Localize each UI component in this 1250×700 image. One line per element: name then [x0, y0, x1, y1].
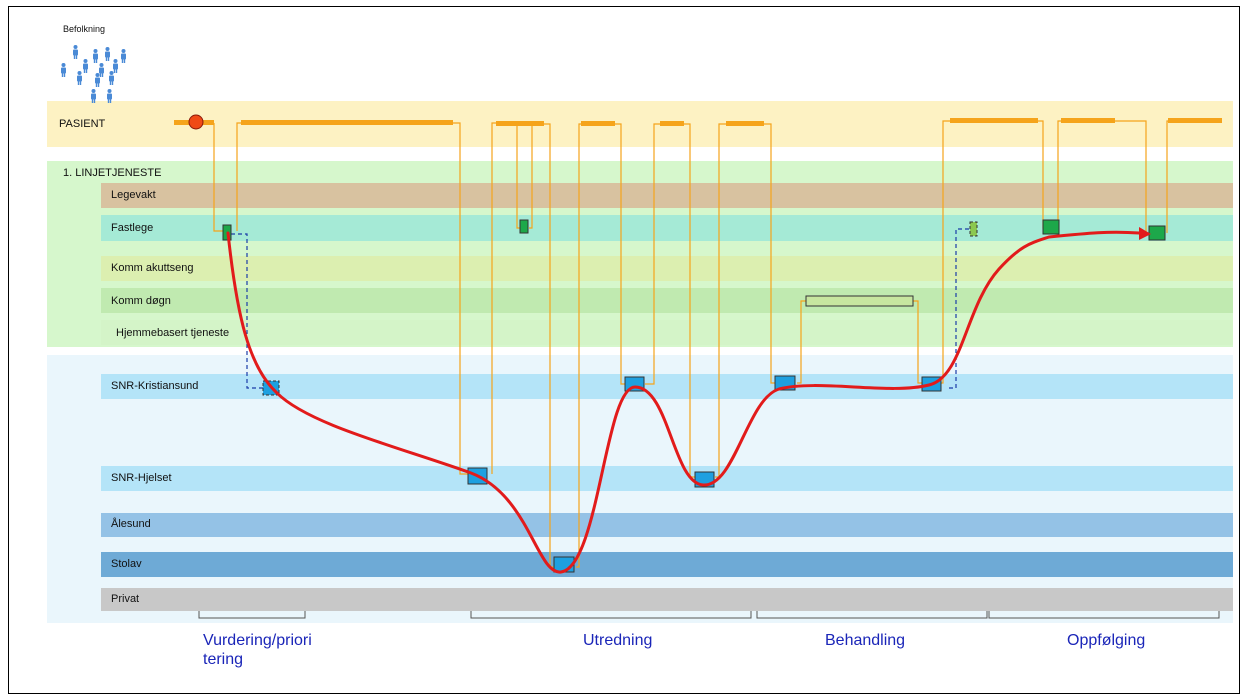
fastlege-visit-box — [519, 219, 529, 234]
snr-kristiansund-lane — [101, 374, 1233, 399]
komm-akuttseng-label: Komm akuttseng — [111, 262, 194, 274]
fastlege-visit-box — [1148, 225, 1166, 241]
connector-line — [529, 124, 533, 229]
person-icon — [107, 89, 112, 103]
stolav-lane — [101, 552, 1233, 577]
phase-bracket-vurdering — [198, 611, 306, 619]
legevakt-label: Legevakt — [111, 189, 156, 201]
connector-line — [576, 123, 581, 568]
population-label: Befolkning — [63, 24, 106, 34]
komm-dogn-lane — [101, 288, 1233, 313]
person-icon — [93, 49, 98, 63]
snr-kristiansund-label: SNR-Kristiansund — [111, 380, 199, 392]
komm-dogn-stay-box — [805, 295, 914, 307]
patient-bars — [174, 118, 1222, 126]
person-icon — [113, 59, 118, 73]
alesund-label: Ålesund — [111, 518, 151, 530]
phase-vurdering: Vurdering/priori tering — [203, 631, 312, 669]
snr-hjelset-label: SNR-Hjelset — [111, 472, 172, 484]
patient-bar — [1168, 118, 1222, 123]
komm-akuttseng-lane — [101, 256, 1233, 281]
patient-bar — [726, 121, 764, 126]
connector-line — [1057, 120, 1061, 229]
person-icon — [73, 45, 78, 59]
connector-line — [941, 120, 950, 384]
connector-line — [764, 123, 777, 384]
linjetjeneste-label: 1. LINJETJENESTE — [63, 167, 162, 179]
person-icon — [95, 73, 100, 87]
connector-line — [1038, 120, 1045, 229]
circle-marker-icon — [188, 114, 204, 130]
connector-line — [453, 122, 471, 475]
connector-line — [491, 122, 496, 474]
alesund-lane — [101, 513, 1233, 537]
referral-line — [231, 233, 265, 389]
hjemmebasert-label: Hjemmebasert tjeneste — [116, 327, 230, 339]
connector-line — [236, 122, 241, 231]
patient-bar — [241, 120, 453, 125]
person-icon — [109, 71, 114, 85]
phase-utredning: Utredning — [583, 632, 653, 649]
patient-bar — [581, 121, 615, 126]
connector-line — [797, 300, 806, 384]
person-icon — [99, 63, 104, 77]
person-icon — [61, 63, 66, 77]
patient-bar — [1061, 118, 1115, 123]
komm-dogn-label: Komm døgn — [111, 295, 171, 307]
privat-lane — [101, 588, 1233, 611]
phase-oppfolging: Oppfølging — [1067, 632, 1146, 649]
phase-bracket-utredning — [470, 611, 752, 619]
patient-bar — [950, 118, 1038, 123]
connector-line — [645, 123, 660, 385]
fastlege-visit-box — [969, 221, 978, 237]
patient-pathway-diagram: Befolkning PASIENT 1. LINJETJENESTE Lege… — [8, 6, 1240, 694]
fastlege-label: Fastlege — [111, 222, 154, 234]
person-icon-group — [61, 45, 126, 103]
connector-line — [1115, 120, 1151, 234]
hjemmebasert-lane — [101, 320, 1233, 345]
privat-label: Privat — [111, 593, 140, 605]
person-icon — [83, 59, 88, 73]
arrow-head-icon — [1139, 227, 1151, 240]
connector-line — [615, 123, 626, 385]
referral-line — [949, 228, 969, 389]
pathway-graphics — [61, 45, 1222, 619]
phase-vurdering-line1: Vurdering/priori — [203, 632, 312, 649]
connector-line — [1166, 120, 1168, 233]
patient-bar — [496, 121, 544, 126]
legevakt-lane — [101, 183, 1233, 208]
fastlege-visit-box — [1042, 219, 1060, 235]
phase-brackets — [198, 611, 1220, 619]
stolav-label: Stolav — [111, 558, 142, 570]
person-icon — [105, 47, 110, 61]
patient-bar — [660, 121, 684, 126]
person-icon — [91, 89, 96, 103]
person-icon — [77, 71, 82, 85]
connector-line — [516, 124, 521, 229]
connector-line — [684, 123, 697, 478]
phase-bracket-oppfolging — [988, 611, 1220, 619]
referral-lines — [231, 228, 969, 389]
connector-line — [715, 123, 726, 478]
phase-bracket-behandling — [756, 611, 988, 619]
patient-journey-curve — [226, 230, 1141, 574]
connector-line — [544, 123, 556, 568]
connector-line — [913, 300, 923, 384]
person-icon — [121, 49, 126, 63]
phase-vurdering-line2: tering — [203, 651, 244, 668]
connector-lines — [213, 120, 1168, 568]
connector-line — [213, 123, 227, 232]
snr-hjelset-lane — [101, 466, 1233, 491]
phase-behandling: Behandling — [825, 632, 906, 649]
pasient-label: PASIENT — [59, 118, 106, 130]
